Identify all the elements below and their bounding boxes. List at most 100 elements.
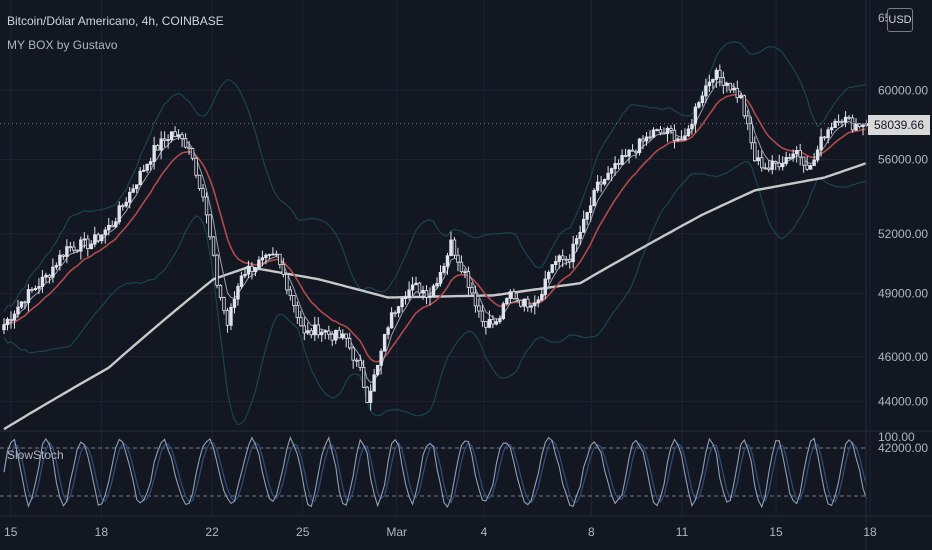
- candle-body: [19, 301, 24, 308]
- candle-body: [438, 271, 443, 284]
- candle-body: [128, 191, 132, 203]
- candle-body: [508, 291, 513, 299]
- candle-body: [864, 123, 869, 127]
- candle-body: [676, 138, 680, 141]
- candle-body: [372, 374, 376, 392]
- time-tick-label: 18: [863, 525, 877, 539]
- candle-body: [791, 153, 795, 159]
- candle-body: [295, 304, 300, 318]
- candle-body: [836, 120, 841, 123]
- candle-body: [236, 286, 240, 300]
- candle-body: [564, 258, 568, 261]
- candle-body: [774, 161, 778, 164]
- price-tick-label: 60000.00: [878, 83, 928, 97]
- candle-body: [630, 149, 635, 152]
- candle-body: [82, 238, 87, 241]
- candle-body: [487, 318, 492, 328]
- candle-body: [246, 265, 251, 275]
- candle-body: [400, 298, 404, 308]
- candle-body: [54, 264, 59, 268]
- candle-body: [201, 188, 205, 198]
- candle-body: [627, 149, 631, 157]
- candle-body: [65, 246, 69, 257]
- candle-body: [232, 298, 237, 308]
- candle-body: [637, 138, 642, 154]
- candle-body: [641, 138, 645, 142]
- upper-band: [3, 41, 867, 313]
- candle-body: [306, 330, 310, 334]
- candle-body: [794, 150, 799, 155]
- candle-body: [833, 120, 837, 129]
- candle-body: [840, 120, 844, 123]
- candle-body: [428, 295, 432, 298]
- candle-body: [299, 317, 303, 327]
- candle-body: [288, 289, 293, 296]
- candle-body: [334, 329, 338, 341]
- candle-body: [257, 259, 261, 269]
- candle-body: [644, 136, 649, 142]
- stochastic-label[interactable]: SlowStoch: [7, 448, 64, 462]
- candle-body: [561, 255, 565, 260]
- candle-body: [424, 289, 429, 298]
- candle-body: [777, 162, 781, 168]
- candle-body: [313, 324, 317, 336]
- candle-body: [152, 145, 156, 162]
- candle-body: [89, 243, 93, 250]
- candle-body: [9, 318, 13, 321]
- candle-body: [79, 239, 83, 252]
- candle-body: [107, 224, 111, 231]
- candle-body: [442, 265, 446, 273]
- candle-body: [767, 167, 771, 170]
- candle-body: [728, 82, 733, 91]
- indicator-legend[interactable]: MY BOX by Gustavo: [7, 38, 118, 52]
- currency-selector[interactable]: USD: [887, 8, 913, 32]
- candle-body: [812, 159, 816, 166]
- candle-body: [44, 274, 48, 278]
- candle-body: [190, 148, 195, 159]
- candle-body: [480, 310, 485, 322]
- candle-body: [197, 174, 202, 189]
- candle-body: [662, 132, 666, 135]
- candle-body: [725, 82, 729, 86]
- candles: [2, 64, 869, 411]
- candle-body: [368, 390, 373, 403]
- candle-body: [753, 142, 757, 162]
- candle-body: [68, 246, 73, 249]
- time-tick-label: 11: [676, 525, 689, 539]
- candle-body: [536, 299, 540, 304]
- candle-body: [679, 138, 684, 141]
- candle-body: [148, 161, 153, 165]
- time-tick-label: 4: [481, 525, 488, 539]
- time-tick-label: 8: [588, 525, 595, 539]
- candle-body: [382, 333, 387, 352]
- candle-body: [801, 156, 806, 166]
- candle-body: [512, 291, 516, 300]
- candle-body: [267, 254, 272, 256]
- candle-body: [770, 161, 774, 170]
- candle-body: [606, 172, 610, 180]
- candle-body: [51, 266, 55, 278]
- candle-body: [114, 221, 118, 228]
- candle-body: [110, 224, 114, 228]
- candle-body: [588, 205, 593, 213]
- candle-body: [389, 312, 394, 329]
- candle-body: [815, 149, 820, 161]
- chart-legend-title[interactable]: Bitcoin/Dólar Americano, 4h, COINBASE: [7, 14, 224, 28]
- candle-body: [229, 306, 233, 326]
- candle-body: [550, 264, 554, 273]
- candle-body: [323, 330, 327, 333]
- candle-body: [180, 134, 184, 139]
- candle-body: [183, 138, 188, 148]
- candle-body: [616, 163, 621, 165]
- candle-body: [58, 254, 62, 266]
- candle-body: [47, 274, 52, 278]
- candle-body: [361, 366, 366, 388]
- candle-body: [501, 303, 506, 320]
- candle-body: [704, 85, 708, 97]
- time-tick-label: 15: [769, 525, 783, 539]
- candle-body: [592, 189, 596, 207]
- candle-body: [40, 276, 45, 287]
- candle-body: [320, 331, 324, 336]
- candle-body: [798, 150, 802, 158]
